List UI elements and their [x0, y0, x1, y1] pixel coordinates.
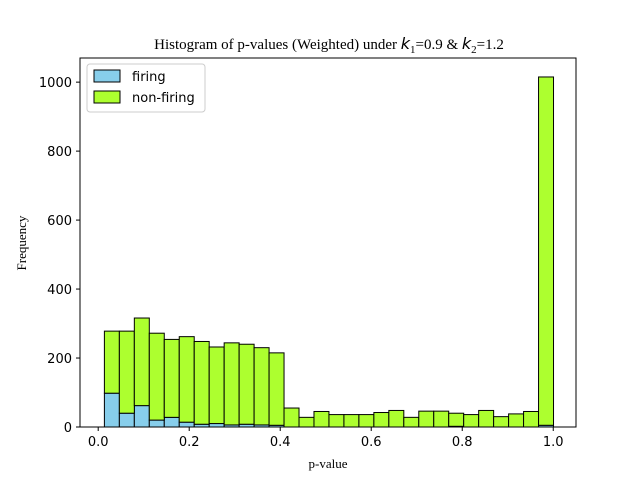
bar-non-firing-2: [133, 317, 150, 407]
bar-non-firing-15: [328, 414, 345, 428]
bar-firing-3: [148, 419, 165, 428]
bar-non-firing-3: [148, 332, 165, 421]
bar-non-firing-9: [238, 343, 255, 425]
y-tick-label: 800: [47, 145, 72, 160]
bar-non-firing-24: [463, 414, 480, 428]
bar-non-firing-8: [223, 342, 240, 426]
bar-non-firing-11: [268, 352, 285, 426]
bar-non-firing-0: [103, 330, 120, 394]
bar-non-firing-5: [178, 336, 195, 423]
bar-non-firing-6: [193, 340, 210, 425]
bar-firing-1: [118, 412, 135, 428]
bar-non-firing-4: [163, 338, 180, 418]
bar-non-firing-12: [283, 407, 300, 428]
plot-frame: [79, 57, 577, 428]
bar-non-firing-23: [448, 412, 465, 427]
bar-non-firing-27: [508, 413, 525, 428]
bars-group: [103, 76, 555, 428]
bar-firing-5: [178, 421, 195, 428]
x-tick-label: 0.4: [270, 435, 291, 450]
y-axis-label: Frequency: [14, 215, 29, 270]
bar-non-firing-26: [493, 416, 510, 428]
y-tick-label: 0: [64, 421, 72, 436]
bar-non-firing-17: [358, 414, 375, 428]
y-tick-label: 600: [47, 214, 72, 229]
y-tick-label: 200: [47, 352, 72, 367]
bar-non-firing-28: [523, 410, 540, 428]
x-axis-label: p-value: [309, 456, 348, 471]
bar-firing-0: [103, 392, 120, 428]
bar-non-firing-25: [478, 409, 495, 428]
bar-non-firing-21: [418, 410, 435, 428]
x-tick-label: 1.0: [543, 435, 564, 450]
bar-non-firing-19: [388, 409, 405, 428]
x-axis-ticks: 0.0 0.2 0.4 0.6 0.8 1.0: [88, 427, 564, 450]
y-axis-ticks: 0 200 400 600 800 1000: [39, 76, 80, 436]
legend-label-firing: firing: [132, 70, 166, 85]
y-tick-label: 1000: [39, 76, 72, 91]
legend-label-non-firing: non-firing: [132, 91, 195, 106]
bar-non-firing-22: [433, 410, 450, 428]
legend-swatch-firing: [93, 69, 121, 83]
x-tick-label: 0.8: [452, 435, 473, 450]
bar-non-firing-1: [118, 330, 135, 414]
bar-firing-4: [163, 416, 180, 428]
x-tick-label: 0.2: [179, 435, 200, 450]
bar-firing-7: [208, 423, 225, 428]
x-tick-label: 0.6: [361, 435, 382, 450]
bar-non-firing-29: [538, 76, 555, 426]
bar-non-firing-7: [208, 346, 225, 425]
bar-non-firing-20: [403, 416, 420, 428]
bar-non-firing-18: [373, 412, 390, 428]
bar-non-firing-16: [343, 414, 360, 428]
bar-non-firing-13: [298, 416, 315, 428]
y-tick-label: 400: [47, 283, 72, 298]
bar-non-firing-14: [313, 410, 330, 428]
bar-non-firing-10: [253, 347, 270, 426]
x-tick-label: 0.0: [88, 435, 109, 450]
chart-title: Histogram of p-values (Weighted) under k…: [154, 34, 504, 56]
legend: firing non-firing: [86, 63, 206, 113]
legend-swatch-non-firing: [93, 90, 121, 104]
bar-firing-2: [133, 405, 150, 428]
